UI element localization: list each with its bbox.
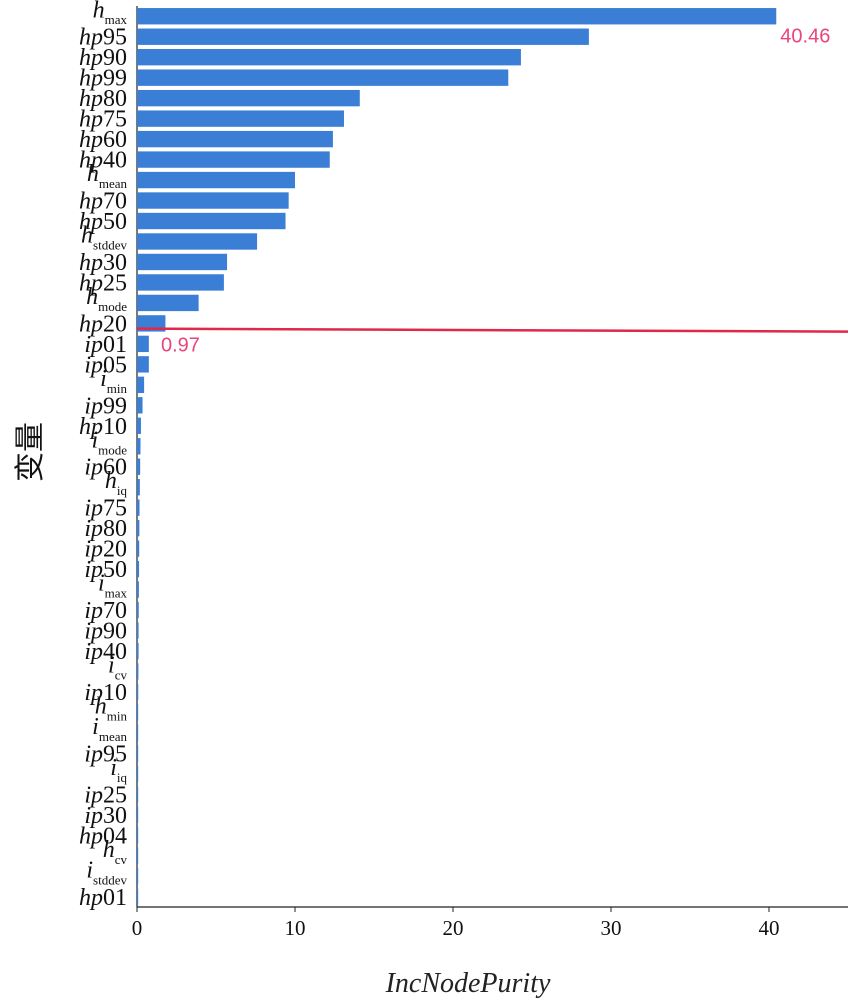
y-tick-label: hp40 <box>79 148 127 174</box>
bar <box>137 397 143 414</box>
bar <box>137 479 140 496</box>
y-tick-label: ip10 <box>84 680 127 706</box>
y-tick-label: ip90 <box>84 619 127 645</box>
y-tick-label: hmean <box>87 161 128 191</box>
bar <box>137 786 139 803</box>
y-tick-label: imin <box>100 366 127 396</box>
bar <box>137 519 140 537</box>
y-tick-label: hp80 <box>79 86 127 112</box>
y-tick-label: hp01 <box>79 885 127 911</box>
y-tick-label: hp90 <box>79 45 127 71</box>
y-tick-label: ip80 <box>84 516 127 542</box>
threshold-value-label: 0.97 <box>161 335 200 357</box>
bar <box>137 683 139 701</box>
bar <box>137 765 139 783</box>
y-tick-label: ip20 <box>84 537 127 563</box>
y-tick-label: hp10 <box>79 414 127 440</box>
bar <box>137 233 258 250</box>
bar <box>137 622 139 639</box>
plot-area: 0 10 20 30 40 hmaxhp95hp90hp99hp80hp75hp60hp4… <box>79 0 849 940</box>
y-tick-label: hmin <box>95 693 128 723</box>
y-axis-title: 变量 <box>13 422 48 482</box>
bar <box>137 438 141 455</box>
bar <box>137 663 139 680</box>
bar <box>137 376 145 394</box>
x-axis-title: IncNodePurity <box>385 968 551 999</box>
y-tick-label: ip99 <box>84 393 127 419</box>
y-tick-label: hp70 <box>79 189 127 215</box>
y-tick-label: hstddev <box>81 222 127 252</box>
y-tick-label: hp04 <box>79 823 127 849</box>
bar <box>137 417 141 434</box>
y-tick-label: imean <box>92 714 127 744</box>
bar <box>137 253 228 271</box>
bar <box>137 745 139 762</box>
x-tick-label: 40 <box>759 916 780 940</box>
bar <box>137 69 509 86</box>
y-tick-label: hp75 <box>79 107 127 133</box>
bar <box>137 806 139 824</box>
bar <box>137 847 139 864</box>
y-tick-label: iiq <box>110 755 127 785</box>
bar <box>137 868 139 885</box>
bar <box>137 827 139 844</box>
y-tick-label: hiq <box>105 468 128 498</box>
y-tick-label: ip75 <box>84 496 127 522</box>
bar <box>137 192 289 209</box>
bar <box>137 581 139 598</box>
y-tick-label: hmode <box>86 284 127 314</box>
y-tick-label: hp20 <box>79 311 127 337</box>
bar <box>137 212 286 230</box>
bar <box>137 704 139 721</box>
bar <box>137 49 521 66</box>
y-tick-label: ip40 <box>84 639 127 665</box>
bar <box>137 89 360 107</box>
bar <box>137 356 149 373</box>
y-tick-label: imode <box>91 427 127 457</box>
y-tick-label: hmax <box>93 0 128 27</box>
bar <box>137 499 140 516</box>
bar <box>137 171 295 189</box>
y-tick-label: hp99 <box>79 66 127 92</box>
y-tick-label: ip05 <box>84 352 127 378</box>
bar <box>137 151 330 168</box>
bar <box>137 130 333 148</box>
bar <box>137 540 140 557</box>
bar <box>137 601 139 619</box>
x-tick-label: 30 <box>601 916 622 940</box>
y-tick-label: ip30 <box>84 803 127 829</box>
bar <box>137 335 149 353</box>
bar <box>137 888 139 905</box>
x-tick-label: 20 <box>443 916 464 940</box>
y-tick-label: hp25 <box>79 270 127 296</box>
bar <box>137 110 344 127</box>
bar <box>137 8 777 25</box>
bar <box>137 294 199 312</box>
y-tick-label: imax <box>98 571 128 601</box>
bar <box>137 724 139 742</box>
y-tick-label: ip50 <box>84 557 127 583</box>
bar <box>137 642 139 660</box>
threshold-line <box>136 327 849 333</box>
bar <box>137 458 141 475</box>
max-value-label: 40.46 <box>780 25 830 47</box>
bar <box>137 560 140 578</box>
y-tick-label: ip95 <box>84 741 127 767</box>
y-tick-label: hp50 <box>79 209 127 235</box>
y-tick-label: ip01 <box>84 332 127 358</box>
y-tick-label: hp60 <box>79 127 127 153</box>
y-tick-label: ip70 <box>84 598 127 624</box>
bar <box>137 274 224 291</box>
y-tick-label: istddev <box>86 857 127 887</box>
y-tick-label: ip60 <box>84 455 127 481</box>
y-tick-label: ip25 <box>84 782 127 808</box>
x-tick-label: 10 <box>285 916 306 940</box>
y-tick-label: hp95 <box>79 25 127 51</box>
y-tick-label: icv <box>108 653 127 683</box>
y-tick-label: hp30 <box>79 250 127 276</box>
x-tick-label: 0 <box>132 916 143 940</box>
y-tick-label: hcv <box>103 837 128 867</box>
bar <box>137 28 589 45</box>
